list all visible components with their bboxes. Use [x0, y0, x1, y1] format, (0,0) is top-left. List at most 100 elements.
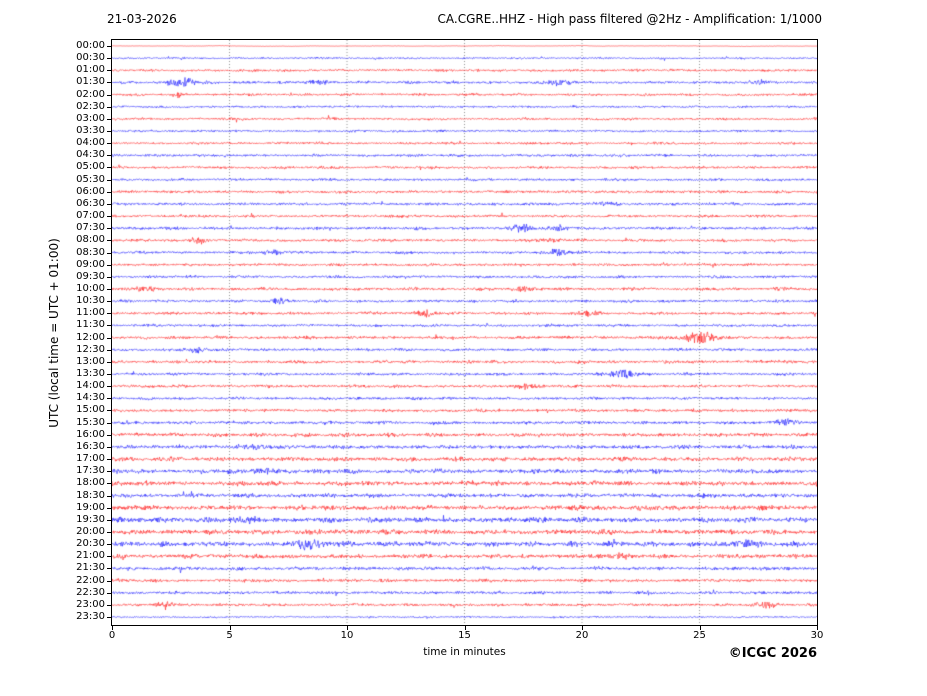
y-tick-label: 13:30	[76, 368, 105, 380]
y-tick-mark	[107, 228, 112, 230]
y-tick-label: 21:00	[76, 550, 105, 562]
y-tick-label: 01:30	[76, 76, 105, 88]
y-tick-label: 07:00	[76, 210, 105, 222]
y-tick-label: 17:30	[76, 465, 105, 477]
y-tick-label: 03:30	[76, 125, 105, 137]
y-tick-label: 17:00	[76, 453, 105, 465]
y-tick-mark	[107, 471, 112, 473]
y-tick-label: 21:30	[76, 562, 105, 574]
x-tick-mark	[347, 626, 348, 630]
y-tick-label: 04:00	[76, 137, 105, 149]
y-tick-label: 11:30	[76, 319, 105, 331]
y-tick-label: 02:30	[76, 100, 105, 112]
y-tick-label: 06:00	[76, 185, 105, 197]
y-tick-label: 23:30	[76, 611, 105, 622]
x-axis-label: time in minutes	[423, 646, 506, 658]
y-tick-label: 12:00	[76, 331, 105, 343]
y-tick-label: 18:30	[76, 489, 105, 501]
y-tick-label: 05:30	[76, 173, 105, 185]
y-tick-mark	[107, 131, 112, 133]
y-tick-mark	[107, 398, 112, 400]
y-tick-mark	[107, 143, 112, 145]
y-tick-label: 01:00	[76, 64, 105, 76]
y-tick-mark	[107, 288, 112, 290]
x-tick-mark	[464, 626, 466, 630]
y-tick-mark	[107, 568, 112, 570]
y-tick-label: 18:00	[76, 477, 105, 489]
y-tick-label: 13:00	[76, 355, 105, 367]
plot-title: CA.CGRE..HHZ - High pass filtered @2Hz -…	[437, 12, 822, 26]
y-tick-mark	[107, 82, 112, 84]
y-tick-label: 22:00	[76, 574, 105, 586]
y-tick-label: 16:00	[76, 428, 105, 440]
y-tick-mark	[107, 70, 112, 72]
x-tick-mark	[582, 626, 583, 630]
x-tick-label: 10	[340, 630, 354, 641]
y-tick-label: 19:30	[76, 513, 105, 525]
y-tick-label: 19:00	[76, 501, 105, 513]
x-tick-mark	[229, 626, 231, 630]
y-tick-mark	[107, 483, 112, 485]
y-tick-label: 22:30	[76, 586, 105, 598]
x-tick-mark	[112, 626, 113, 630]
y-tick-mark	[107, 446, 112, 448]
y-tick-mark	[107, 276, 112, 278]
y-tick-label: 06:30	[76, 197, 105, 209]
y-tick-mark	[107, 349, 112, 351]
seismogram-traces	[112, 40, 817, 625]
y-tick-mark	[107, 94, 112, 96]
y-tick-label: 11:00	[76, 307, 105, 319]
y-tick-label: 10:30	[76, 295, 105, 307]
y-tick-mark	[107, 240, 112, 242]
x-tick-label: 0	[108, 630, 116, 641]
y-tick-mark	[107, 203, 112, 205]
y-tick-label: 08:00	[76, 234, 105, 246]
y-tick-label: 02:00	[76, 88, 105, 100]
y-tick-label: 12:30	[76, 343, 105, 355]
y-tick-mark	[107, 374, 112, 376]
y-tick-label: 20:30	[76, 538, 105, 550]
y-tick-mark	[107, 410, 112, 412]
y-tick-mark	[107, 544, 112, 546]
y-tick-label: 09:30	[76, 270, 105, 282]
y-tick-mark	[107, 301, 112, 303]
y-tick-mark	[107, 216, 112, 218]
x-tick-label: 25	[693, 630, 706, 641]
y-tick-label: 08:30	[76, 246, 105, 258]
y-tick-label: 03:00	[76, 112, 105, 124]
y-tick-mark	[107, 361, 112, 363]
y-tick-mark	[107, 531, 112, 533]
x-tick-label: 30	[810, 630, 824, 641]
y-tick-mark	[107, 386, 112, 388]
y-tick-mark	[107, 167, 112, 169]
y-tick-label: 15:00	[76, 404, 105, 416]
y-tick-mark	[107, 106, 112, 108]
y-tick-mark	[107, 617, 112, 618]
y-tick-mark	[107, 495, 112, 497]
y-tick-mark	[107, 556, 112, 558]
y-tick-label: 07:30	[76, 222, 105, 234]
y-tick-mark	[107, 264, 112, 266]
y-tick-mark	[107, 155, 112, 157]
x-tick-mark	[817, 626, 818, 630]
y-tick-mark	[107, 118, 112, 120]
x-tick-label: 20	[575, 630, 589, 641]
y-tick-label: 20:00	[76, 525, 105, 537]
y-tick-mark	[107, 507, 112, 509]
y-tick-mark	[107, 592, 112, 594]
y-tick-label: 05:00	[76, 161, 105, 173]
y-tick-mark	[107, 252, 112, 254]
y-tick-mark	[107, 519, 112, 521]
y-tick-label: 00:00	[76, 40, 105, 51]
y-tick-mark	[107, 46, 112, 47]
y-tick-mark	[107, 313, 112, 315]
y-tick-mark	[107, 58, 112, 60]
y-tick-label: 10:00	[76, 282, 105, 294]
y-tick-label: 04:30	[76, 149, 105, 161]
y-tick-mark	[107, 580, 112, 582]
y-tick-label: 15:30	[76, 416, 105, 428]
x-tick-mark	[699, 626, 701, 630]
y-tick-label: 16:30	[76, 440, 105, 452]
y-tick-mark	[107, 337, 112, 339]
